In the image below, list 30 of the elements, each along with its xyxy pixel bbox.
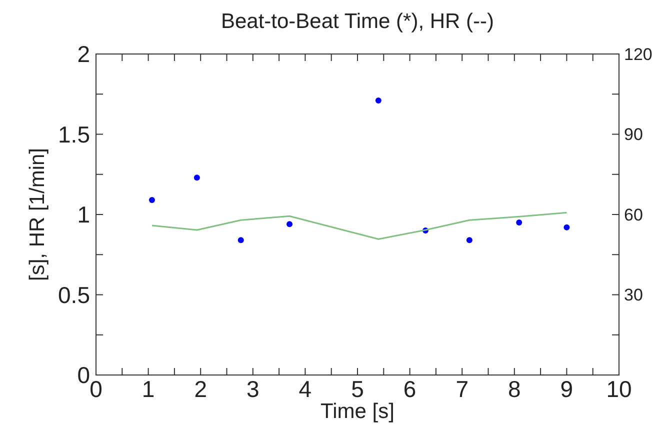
x-axis-title: Time [s] — [320, 400, 394, 423]
point — [194, 174, 200, 181]
line-series — [151, 212, 568, 240]
x-tick-label: 4 — [298, 376, 312, 402]
x-tick-label: 7 — [456, 376, 468, 402]
x-tick-label: 9 — [560, 376, 574, 402]
point — [466, 237, 472, 244]
y2-tick-label: 30 — [624, 286, 643, 305]
y-tick-label: 1 — [77, 202, 90, 228]
x-tick-label: 8 — [508, 376, 521, 402]
y-tick-label: 0.5 — [58, 282, 90, 308]
x-tick-label: 2 — [194, 376, 207, 402]
y2-tick-label: 90 — [624, 125, 643, 144]
point — [516, 220, 522, 226]
y-axis-title: [s], HR [1/min] — [26, 148, 49, 282]
point — [286, 221, 293, 228]
point — [375, 98, 382, 104]
y2-tick-label: 60 — [624, 205, 643, 224]
x-tick-label: 10 — [606, 376, 632, 402]
point — [564, 224, 570, 230]
x-tick-label: 5 — [351, 376, 364, 402]
y2-tick-label: 120 — [624, 44, 652, 64]
x-tick-label: 1 — [142, 376, 155, 402]
y-tick-label: 1.5 — [58, 121, 90, 148]
chart-title: Beat-to-Beat Time (*), HR (--) — [220, 10, 494, 33]
x-tick-label: 3 — [246, 376, 260, 402]
point — [148, 197, 155, 204]
y-tick-label: 2 — [77, 41, 90, 68]
x-tick-label: 6 — [403, 376, 416, 402]
point — [238, 237, 244, 244]
